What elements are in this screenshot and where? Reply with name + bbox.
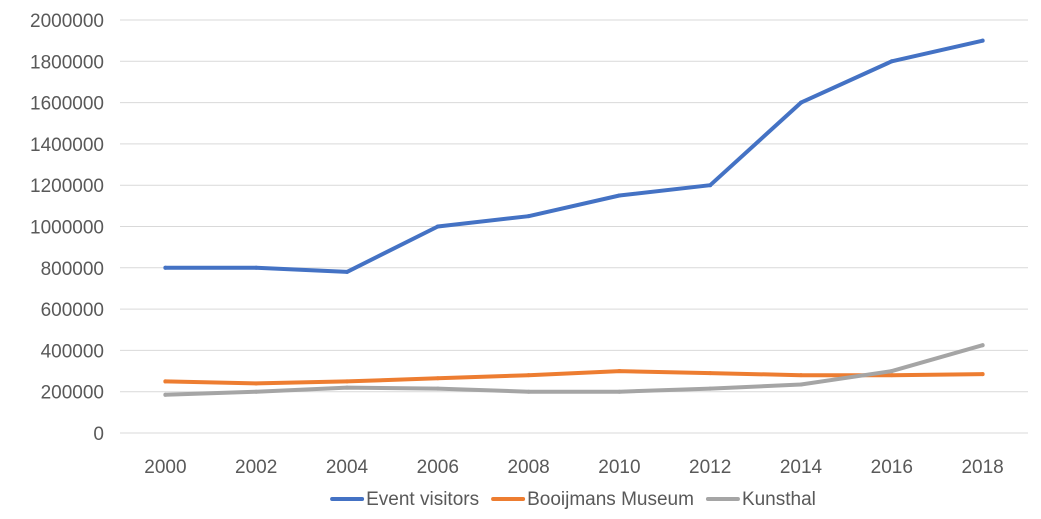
data-point bbox=[345, 379, 349, 384]
data-point bbox=[799, 373, 803, 378]
x-tick-label: 2004 bbox=[326, 457, 369, 478]
series-line-1 bbox=[163, 369, 985, 386]
data-point bbox=[345, 269, 349, 274]
data-point bbox=[889, 373, 894, 378]
y-tick-label: 800000 bbox=[41, 259, 104, 280]
data-point bbox=[889, 59, 894, 64]
x-tick-label: 2008 bbox=[507, 457, 549, 478]
data-point bbox=[708, 183, 713, 188]
x-tick-label: 2006 bbox=[417, 457, 459, 478]
series-lines bbox=[163, 38, 985, 397]
y-tick-label: 1400000 bbox=[30, 135, 104, 156]
legend: Event visitors Booijmans Museum Kunsthal bbox=[330, 489, 816, 510]
data-point bbox=[435, 386, 440, 391]
x-tick-label: 2002 bbox=[235, 457, 277, 478]
y-axis-ticks: 0 200000 400000 600000 800000 1000000 1200000 1… bbox=[30, 11, 104, 445]
data-point bbox=[980, 343, 985, 348]
x-tick-label: 2000 bbox=[144, 457, 186, 478]
data-point bbox=[526, 389, 531, 394]
x-tick-label: 2012 bbox=[689, 457, 731, 478]
data-point bbox=[163, 265, 168, 270]
data-point bbox=[163, 392, 168, 397]
y-tick-label: 200000 bbox=[41, 383, 104, 404]
data-point bbox=[617, 389, 622, 394]
series-line-2 bbox=[163, 343, 985, 397]
y-tick-label: 1200000 bbox=[30, 176, 104, 197]
y-tick-label: 400000 bbox=[41, 341, 104, 362]
data-point bbox=[254, 265, 259, 270]
x-tick-label: 2010 bbox=[598, 457, 640, 478]
data-point bbox=[799, 382, 803, 387]
x-tick-label: 2014 bbox=[780, 457, 823, 478]
series-line-0 bbox=[163, 38, 985, 274]
y-tick-label: 1600000 bbox=[30, 94, 104, 115]
data-point bbox=[435, 224, 440, 229]
data-point bbox=[708, 371, 713, 376]
data-point bbox=[980, 372, 985, 377]
y-tick-label: 0 bbox=[93, 424, 104, 445]
data-point bbox=[617, 369, 622, 374]
data-point bbox=[526, 373, 531, 378]
data-point bbox=[708, 386, 713, 391]
y-tick-label: 2000000 bbox=[30, 11, 104, 32]
data-point bbox=[345, 385, 349, 390]
x-tick-label: 2016 bbox=[871, 457, 913, 478]
y-tick-label: 600000 bbox=[41, 300, 104, 321]
data-point bbox=[435, 376, 440, 381]
data-point bbox=[526, 214, 531, 219]
legend-label: Event visitors bbox=[366, 489, 479, 510]
legend-label: Booijmans Museum bbox=[527, 489, 694, 510]
data-point bbox=[617, 193, 622, 198]
legend-label: Kunsthal bbox=[742, 489, 816, 510]
y-tick-label: 1800000 bbox=[30, 52, 104, 73]
data-point bbox=[889, 369, 894, 374]
data-point bbox=[799, 100, 803, 105]
x-tick-label: 2018 bbox=[961, 457, 1003, 478]
x-axis-ticks: 2000 2002 2004 2006 2008 2010 2012 2014 2016 2018 bbox=[144, 457, 1003, 478]
y-tick-label: 1000000 bbox=[30, 218, 104, 239]
data-point bbox=[254, 381, 259, 386]
data-point bbox=[254, 389, 259, 394]
data-point bbox=[980, 38, 985, 43]
data-point bbox=[163, 379, 168, 384]
